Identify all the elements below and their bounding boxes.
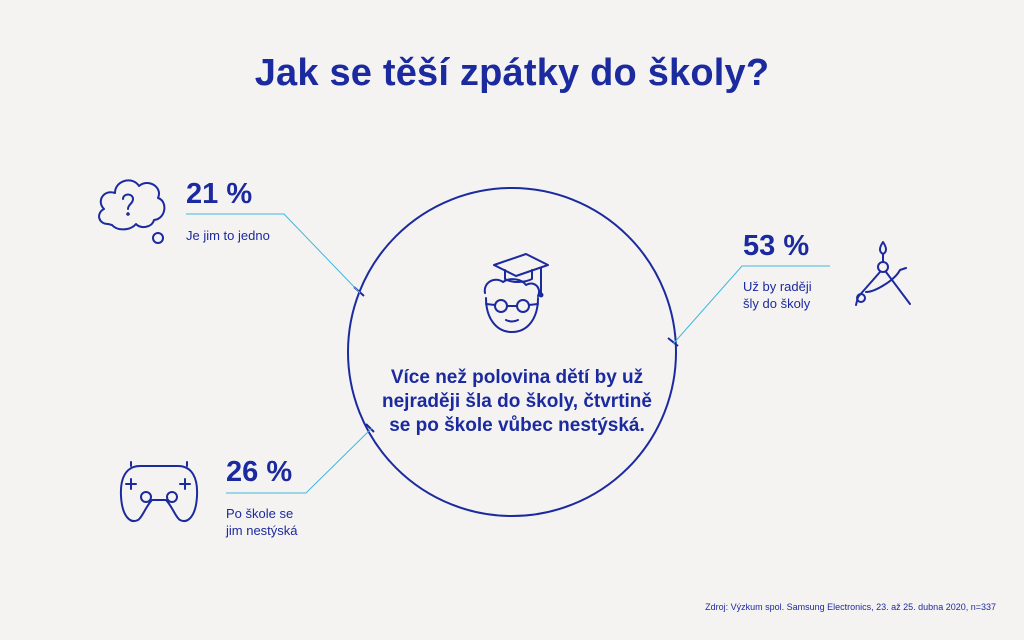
source-note: Zdroj: Výzkum spol. Samsung Electronics,… <box>705 602 996 612</box>
compass-icon <box>855 241 911 306</box>
leader-line-53 <box>672 265 830 345</box>
page-title: Jak se těší zpátky do školy? <box>254 52 770 94</box>
segment-divider-53 <box>667 337 679 347</box>
label-26: Po škole se jim nestýská <box>226 506 298 538</box>
label-21: Je jim to jedno <box>186 228 270 243</box>
label-53: Už by raději šly do školy <box>743 279 812 311</box>
leader-line-21 <box>186 213 361 294</box>
leader-line-26 <box>226 427 373 494</box>
graduate-student-icon <box>483 253 549 333</box>
segment-divider-26 <box>365 423 375 433</box>
value-26: 26 % <box>226 456 293 488</box>
donut-ring <box>347 187 677 517</box>
gamepad-icon <box>119 461 199 522</box>
value-21: 21 % <box>186 178 253 210</box>
question-cloud-icon <box>98 179 166 244</box>
value-53: 53 % <box>743 230 810 262</box>
center-summary-text: Více než polovina dětí by už nejraději š… <box>382 367 652 436</box>
